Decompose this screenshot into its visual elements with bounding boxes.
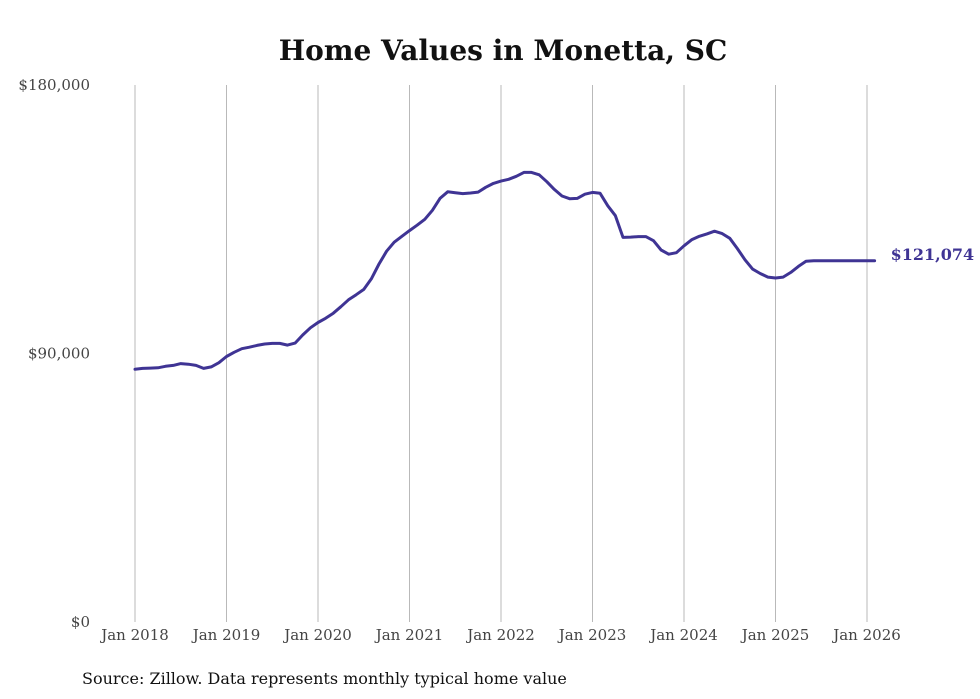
x-tick-label: Jan 2023	[557, 626, 627, 644]
chart-title: Home Values in Monetta, SC	[279, 34, 728, 67]
x-tick-label: Jan 2022	[465, 626, 535, 644]
source-note: Source: Zillow. Data represents monthly …	[82, 669, 567, 688]
y-tick-label: $180,000	[18, 76, 90, 94]
series-end-value-label: $121,074	[891, 245, 975, 264]
x-tick-label: Jan 2019	[191, 626, 261, 644]
series-line	[133, 170, 877, 371]
vertical-gridlines	[134, 85, 868, 622]
x-tick-label: Jan 2024	[648, 626, 718, 644]
y-tick-label: $90,000	[28, 345, 90, 363]
y-tick-label: $0	[71, 613, 90, 631]
x-tick-label: Jan 2021	[374, 626, 444, 644]
x-tick-label: Jan 2026	[831, 626, 901, 644]
x-tick-label: Jan 2018	[99, 626, 169, 644]
x-axis-tick-labels: Jan 2018 Jan 2019 Jan 2020 Jan 2021 Jan 2022…	[99, 626, 901, 644]
x-tick-label: Jan 2020	[282, 626, 352, 644]
x-tick-label: Jan 2025	[740, 626, 810, 644]
y-axis-tick-labels: $0 $90,000 $180,000	[18, 76, 90, 631]
series-group: $121,074	[133, 170, 975, 371]
